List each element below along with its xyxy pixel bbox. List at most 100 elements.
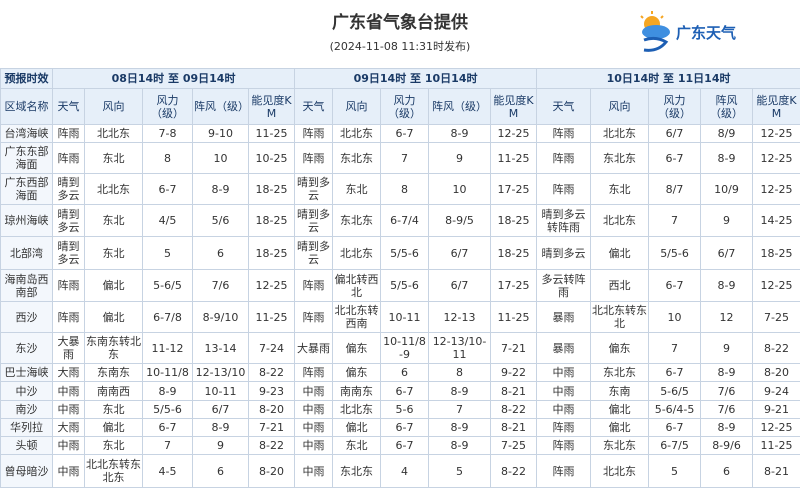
column-header: 阵风（级） — [428, 88, 492, 125]
cell: 5 — [142, 236, 193, 270]
cell: 南南西 — [84, 381, 143, 401]
cell: 10-11 — [380, 301, 430, 333]
cell: 8-22 — [490, 454, 538, 488]
cell: 多云转阵雨 — [536, 269, 592, 302]
column-header: 能见度KM — [490, 88, 538, 125]
cell: 5/6 — [192, 204, 249, 237]
cell: 晴到多云转阵雨 — [536, 204, 592, 237]
region-name: 琼州海峡 — [0, 204, 53, 237]
cell: 8-9/10 — [192, 301, 249, 333]
cell: 北北东 — [332, 124, 382, 143]
cell: 8-9 — [428, 381, 492, 401]
cell: 5-6/5 — [142, 269, 193, 302]
cell: 中雨 — [294, 400, 334, 419]
cell: 11-25 — [490, 142, 538, 174]
cell: 4 — [380, 454, 430, 488]
cell: 6 — [700, 454, 754, 488]
data-row: 巴士海峡 大雨 东南东 10-11/8 12-13/10 8-22 阵雨 偏东 6 8 9-22 中雨… — [0, 363, 800, 382]
cell: 8-20 — [247, 400, 296, 419]
cell: 6-7 — [380, 436, 430, 455]
cell: 中雨 — [536, 381, 592, 401]
data-row: 海南岛西南部 阵雨 偏北 5-6/5 7/6 12-25 阵雨 偏北转西北 5/5-6 6/7 17… — [0, 269, 800, 302]
column-header: 天气 — [52, 88, 85, 125]
region-name: 巴士海峡 — [0, 363, 53, 382]
column-header: 区域名称 — [0, 88, 53, 125]
cell: 8-22 — [247, 436, 296, 455]
cell: 6-7/4 — [380, 204, 430, 237]
column-header: 天气 — [536, 88, 592, 125]
cell: 8-9 — [192, 173, 249, 205]
cell: 10 — [192, 142, 249, 174]
cell: 18-25 — [247, 204, 296, 237]
cell: 阵雨 — [536, 173, 592, 205]
data-row: 琼州海峡 晴到多云 东北 4/5 5/6 18-25 晴到多云 东北东 6-7/4 8-9/5 18… — [0, 204, 800, 237]
cell: 东北东 — [332, 204, 382, 237]
region-name: 曾母暗沙 — [0, 454, 53, 488]
cell: 中雨 — [52, 436, 85, 455]
cell: 北北东 — [590, 124, 650, 143]
cell: 5-6/5 — [648, 381, 702, 401]
cell: 8/9 — [700, 124, 754, 143]
cell: 9 — [700, 332, 754, 364]
cell: 偏北 — [590, 418, 650, 437]
cell: 北北东 — [332, 400, 382, 419]
cell: 11-25 — [247, 301, 296, 333]
cell: 12-25 — [752, 142, 800, 174]
cell: 8 — [428, 363, 492, 382]
cell: 8-9/5 — [428, 204, 492, 237]
cell: 18-25 — [490, 236, 538, 270]
cell: 8-22 — [752, 332, 800, 364]
cell: 8 — [142, 142, 193, 174]
column-header: 风力（级） — [380, 88, 430, 125]
cell: 7 — [648, 204, 702, 237]
cell: 大雨 — [52, 363, 85, 382]
cell: 10-11/8-9 — [380, 332, 430, 364]
data-row: 头顿 中雨 东北 7 9 8-22 中雨 东北 6-7 8-9 7-25 阵雨 东北东 6-7/5 8-9/… — [0, 436, 800, 455]
group-header: 08日14时 至 09日14时 — [51, 68, 296, 89]
cell: 阵雨 — [294, 124, 334, 143]
cell: 阵雨 — [536, 124, 592, 143]
cell: 7-24 — [247, 332, 296, 364]
cell: 东南东 — [84, 363, 143, 382]
region-name: 北部湾 — [0, 236, 53, 270]
cell: 阵雨 — [294, 269, 334, 302]
cell: 6-7 — [142, 173, 193, 205]
cell: 东北 — [590, 173, 650, 205]
cell: 东北东 — [590, 436, 650, 455]
cell: 6-7 — [648, 363, 702, 382]
cell: 11-25 — [247, 124, 296, 143]
cell: 12-13/10-11 — [428, 332, 492, 364]
region-name: 广东东部海面 — [0, 142, 53, 174]
cell: 大暴雨 — [52, 332, 85, 364]
cell: 晴到多云 — [294, 204, 334, 237]
cell: 东北 — [84, 142, 143, 174]
cell: 12-25 — [752, 173, 800, 205]
cell: 阵雨 — [294, 301, 334, 333]
column-header: 能见度KM — [247, 88, 296, 125]
logo-icon — [640, 11, 670, 52]
cell: 晴到多云 — [536, 236, 592, 270]
column-header: 风向 — [590, 88, 650, 125]
cell: 东北东 — [332, 142, 382, 174]
cell: 东北东 — [332, 454, 382, 488]
cell: 6-7 — [648, 418, 702, 437]
cell: 阵雨 — [536, 454, 592, 488]
cell: 11-25 — [752, 436, 800, 455]
cell: 12-25 — [490, 124, 538, 143]
cell: 12-13 — [428, 301, 492, 333]
cell: 阵雨 — [536, 436, 592, 455]
cell: 9-22 — [490, 363, 538, 382]
column-header: 天气 — [294, 88, 334, 125]
cell: 9-21 — [752, 400, 800, 419]
cell: 8-21 — [490, 418, 538, 437]
cell: 4/5 — [142, 204, 193, 237]
cell: 北北东 — [84, 173, 143, 205]
cell: 10 — [648, 301, 702, 333]
cell: 6-7 — [648, 269, 702, 302]
cell: 5-6 — [380, 400, 430, 419]
cell: 11-25 — [490, 301, 538, 333]
group-header: 预报时效 — [0, 68, 53, 89]
cell: 东北 — [84, 236, 143, 270]
cell: 18-25 — [752, 236, 800, 270]
